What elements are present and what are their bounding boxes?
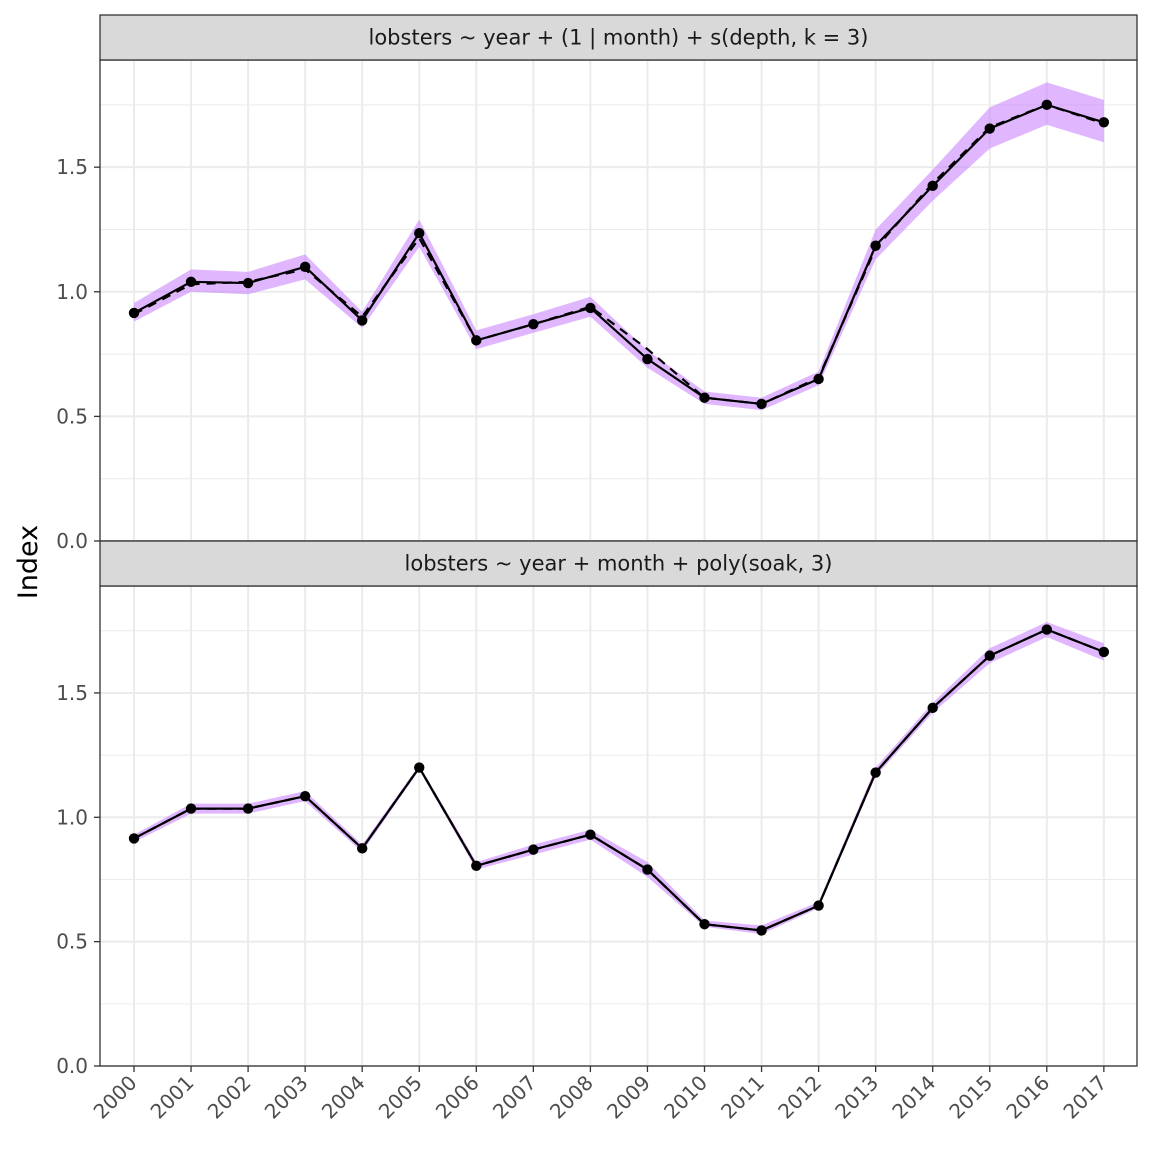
data-point (756, 925, 767, 936)
data-point (414, 762, 425, 773)
data-point (414, 228, 425, 239)
y-tick-label: 1.0 (56, 805, 88, 829)
panel-background (100, 586, 1137, 1066)
data-point (642, 353, 653, 365)
data-point (128, 833, 140, 844)
data-point (870, 240, 881, 251)
data-point (1041, 624, 1053, 635)
data-point (756, 398, 767, 410)
y-tick-label: 1.5 (56, 155, 88, 179)
data-point (585, 829, 596, 840)
data-point (984, 650, 995, 661)
data-point (242, 277, 254, 289)
data-point (927, 702, 938, 714)
y-tick-label: 0.5 (56, 930, 88, 954)
data-point (813, 373, 824, 385)
data-point (471, 860, 482, 871)
y-tick-label: 1.5 (56, 681, 88, 705)
facet-strip (99, 14, 1138, 61)
data-point (813, 900, 824, 911)
y-axis-label: Index (13, 525, 44, 599)
confidence-ribbon (134, 622, 1104, 935)
data-point (357, 315, 368, 326)
data-point (128, 307, 140, 319)
data-point (699, 919, 710, 930)
data-point (185, 276, 197, 288)
data-point (984, 123, 995, 134)
data-point (870, 767, 881, 778)
solid-series-line (133, 628, 1105, 932)
data-point (585, 302, 596, 314)
confidence-ribbon (134, 82, 1104, 411)
data-point (357, 843, 368, 854)
facet-strip (99, 540, 1138, 587)
y-tick-label: 0.5 (56, 404, 88, 428)
y-tick-label: 1.0 (56, 280, 88, 304)
data-point (185, 803, 197, 814)
data-point (642, 864, 653, 875)
data-point (471, 335, 482, 346)
facet-strip-title: lobsters ~ year + month + poly(soak, 3) (405, 552, 833, 576)
y-tick-label: 0.0 (56, 529, 88, 553)
y-tick-label: 0.0 (56, 1054, 88, 1078)
facet-strip-title: lobsters ~ year + (1 | month) + s(depth,… (369, 26, 869, 51)
data-point (528, 844, 539, 855)
data-point (299, 790, 311, 802)
data-point (242, 803, 254, 814)
dashed-series-line (133, 103, 1105, 406)
data-point (1098, 646, 1110, 658)
panel-2: lobsters ~ year + month + poly(soak, 3) 0… (56, 540, 1138, 1078)
data-point (528, 318, 539, 330)
solid-series-line (133, 103, 1105, 406)
data-point (699, 392, 710, 403)
data-point (299, 261, 311, 273)
data-point (1041, 99, 1053, 111)
data-point (1098, 117, 1110, 128)
data-point (927, 180, 938, 192)
panel-1: lobsters ~ year + (1 | month) + s(depth,… (56, 14, 1138, 553)
